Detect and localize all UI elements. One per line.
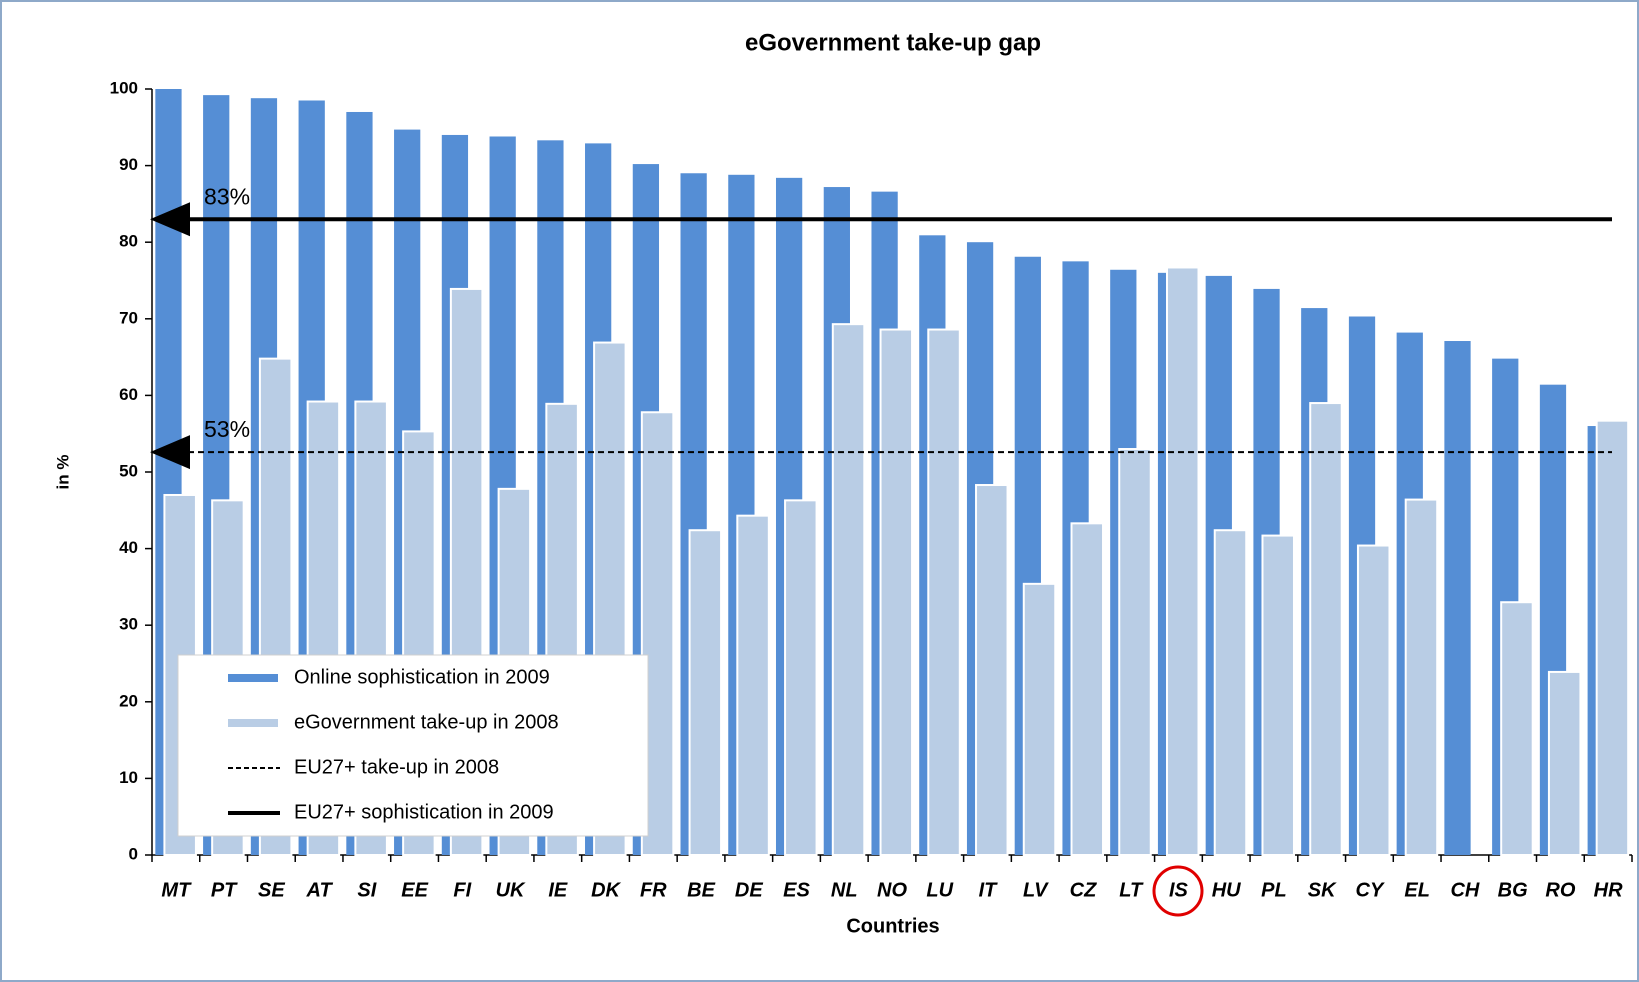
bar [927,328,961,856]
bar [784,499,818,856]
x-tick-label: PT [211,879,238,901]
x-tick-label: FI [453,879,471,901]
y-tick-label: 100 [110,78,138,97]
bar [975,484,1009,856]
y-tick-label: 20 [119,691,138,710]
x-tick-label: LT [1119,879,1144,901]
legend: Online sophistication in 2009 eGovernment… [177,654,649,837]
x-tick-label: CZ [1070,879,1097,901]
bar [879,328,914,856]
x-axis-label: Countries [846,915,939,937]
y-axis-label: in % [53,455,72,490]
x-tick-label: EE [401,879,428,901]
x-tick-label: IE [548,879,568,901]
y-tick-label: 70 [119,308,138,327]
x-tick-label: IT [979,879,999,901]
x-tick-label: NO [877,879,907,901]
x-tick-label: LV [1023,879,1049,901]
bar [1404,498,1439,856]
bar [1356,544,1391,856]
x-tick-label: SI [357,879,376,901]
y-tick-label: 30 [119,615,138,634]
bar [1444,341,1471,855]
bar [1165,266,1200,856]
legend-swatch [228,719,278,727]
x-tick-label: UK [496,879,526,901]
x-tick-label: PL [1261,879,1287,901]
bar [1261,534,1295,856]
bar [1500,601,1534,856]
legend-swatch [228,674,278,682]
reference-label: 53% [204,416,250,442]
x-tick-label: BE [687,879,715,901]
x-tick-label: ES [783,879,810,901]
y-tick-label: 50 [119,461,138,480]
x-tick-label: HU [1212,879,1241,901]
y-tick-label: 40 [119,538,138,557]
y-tick-label: 60 [119,385,138,404]
x-tick-label: HR [1594,879,1623,901]
x-tick-label: BG [1498,879,1528,901]
y-tick-label: 0 [129,844,138,863]
legend-label: Online sophistication in 2009 [294,666,550,688]
x-tick-label: AT [306,879,334,901]
legend-label: eGovernment take-up in 2008 [294,711,559,733]
x-tick-label: CY [1356,879,1385,901]
x-tick-label: IS [1169,879,1189,901]
x-tick-label: LU [926,879,953,901]
reference-arrow [150,435,190,470]
legend-label: EU27+ take-up in 2008 [294,756,499,778]
highlight-circle [1152,865,1204,917]
reference-label: 83% [204,183,250,209]
bar [1022,582,1057,856]
x-tick-label: MT [161,879,192,901]
x-tick-label: EL [1404,879,1430,901]
bar [1547,670,1582,857]
x-tick-label: RO [1545,879,1575,901]
x-tick-label: FR [640,879,667,901]
x-tick-label: SK [1308,879,1337,901]
bar [1595,419,1630,856]
bar [1070,522,1105,857]
bar [736,514,770,856]
chart-title: eGovernment take-up gap [745,29,1041,56]
y-tick-label: 90 [119,155,138,174]
x-tick-label: NL [831,879,858,901]
x-tick-label: SE [258,879,285,901]
x-tick-label: DE [735,879,763,901]
y-tick-label: 10 [119,768,138,787]
bar [688,529,723,856]
bar [1213,529,1248,856]
bar [1309,402,1343,856]
reference-arrow [150,202,190,237]
bar [1118,448,1152,856]
x-tick-label: DK [591,879,621,901]
legend-label: EU27+ sophistication in 2009 [294,801,554,823]
bar [831,323,866,856]
y-tick-label: 80 [119,232,138,251]
x-tick-label: CH [1450,879,1479,901]
legend-box [177,654,649,837]
